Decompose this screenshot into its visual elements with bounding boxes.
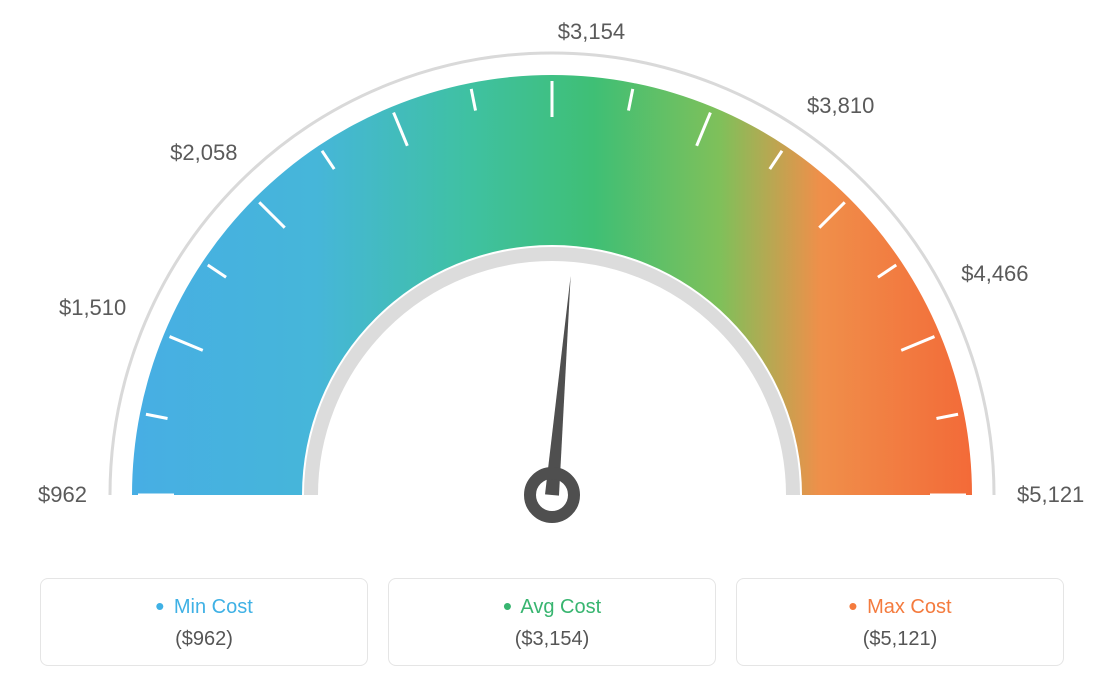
- legend-value-max: ($5,121): [737, 628, 1063, 651]
- gauge-arc: [132, 75, 972, 495]
- legend-label-avg: Avg Cost: [520, 596, 601, 618]
- legend-title-min: • Min Cost: [41, 591, 367, 622]
- legend-card-max: • Max Cost ($5,121): [736, 578, 1064, 666]
- gauge-scale-label: $4,466: [961, 261, 1028, 287]
- cost-gauge-chart: $962 $1,510 $2,058 $3,154 $3,810 $4,466 $5,121…: [0, 0, 1104, 690]
- legend-dot-avg: •: [503, 591, 512, 621]
- legend-title-avg: • Avg Cost: [389, 591, 715, 622]
- gauge-scale-label: $962: [38, 482, 87, 508]
- legend-value-avg: ($3,154): [389, 628, 715, 651]
- legend-label-max: Max Cost: [867, 596, 951, 618]
- legend-dot-max: •: [848, 591, 857, 621]
- gauge-scale-label: $3,810: [807, 93, 874, 119]
- gauge-area: $962 $1,510 $2,058 $3,154 $3,810 $4,466 $5,121: [0, 0, 1104, 560]
- legend-label-min: Min Cost: [174, 596, 253, 618]
- legend-dot-min: •: [155, 591, 164, 621]
- gauge-scale-label: $1,510: [59, 295, 126, 321]
- legend-card-min: • Min Cost ($962): [40, 578, 368, 666]
- gauge-svg: [0, 0, 1104, 560]
- legend-title-max: • Max Cost: [737, 591, 1063, 622]
- legend-row: • Min Cost ($962) • Avg Cost ($3,154) • …: [40, 578, 1064, 666]
- legend-value-min: ($962): [41, 628, 367, 651]
- gauge-scale-label: $5,121: [1017, 482, 1084, 508]
- legend-card-avg: • Avg Cost ($3,154): [388, 578, 716, 666]
- gauge-scale-label: $3,154: [558, 19, 625, 45]
- gauge-needle: [545, 276, 571, 496]
- gauge-scale-label: $2,058: [170, 140, 237, 166]
